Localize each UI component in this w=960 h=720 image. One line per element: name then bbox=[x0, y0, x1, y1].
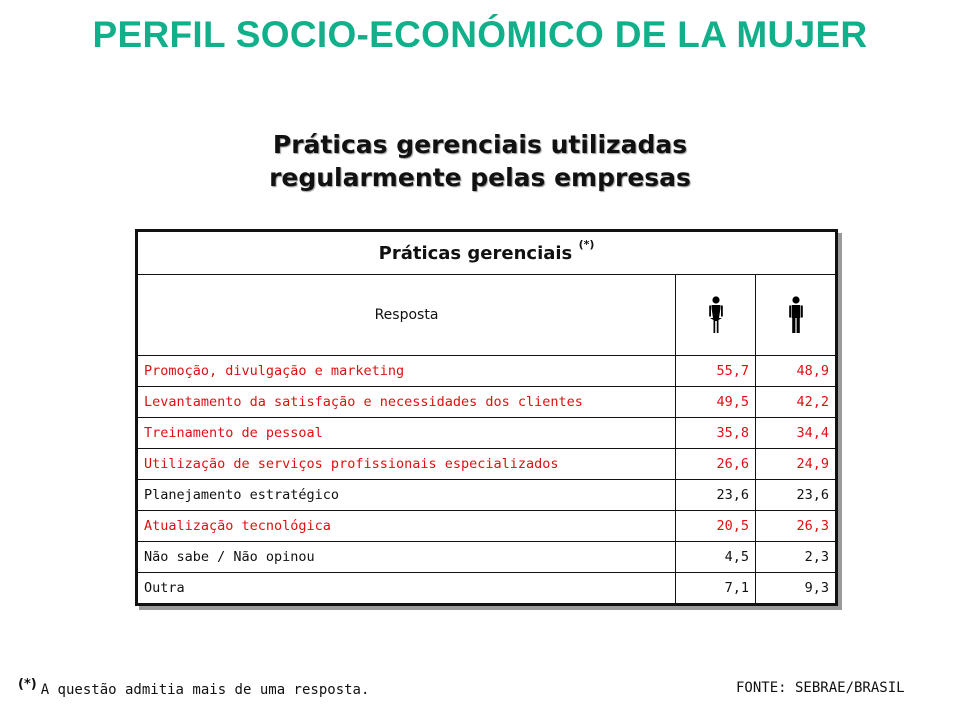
row-label: Promoção, divulgação e marketing bbox=[136, 355, 676, 387]
women-value: 26,6 bbox=[675, 448, 756, 480]
table-row: Outra 7,1 9,3 bbox=[136, 572, 837, 605]
footnote: (*) A questão admitia mais de uma respost… bbox=[18, 677, 370, 698]
table-row: Planejamento estratégico 23,6 23,6 bbox=[136, 479, 837, 511]
subtitle-line-1: Práticas gerenciais utilizadas bbox=[272, 130, 688, 159]
men-column-header bbox=[755, 274, 837, 356]
women-column-header bbox=[675, 274, 756, 356]
man-icon bbox=[788, 296, 803, 333]
men-value: 34,4 bbox=[755, 417, 837, 449]
table-caption-text: Práticas gerenciais bbox=[378, 243, 573, 264]
response-label: Resposta bbox=[136, 274, 676, 356]
row-label: Treinamento de pessoal bbox=[136, 417, 676, 449]
practices-table: Práticas gerenciais (*) Resposta Pro bbox=[135, 229, 838, 606]
women-value: 7,1 bbox=[675, 572, 756, 605]
subtitle: Práticas gerenciais utilizadas regularme… bbox=[0, 128, 960, 194]
men-value: 26,3 bbox=[755, 510, 837, 542]
table-body: Promoção, divulgação e marketing 55,7 48,9… bbox=[136, 355, 837, 605]
men-value: 42,2 bbox=[755, 386, 837, 418]
response-row: Resposta bbox=[136, 274, 837, 356]
table-row: Utilização de serviços profissionais esp… bbox=[136, 448, 837, 480]
source-label: FONTE: SEBRAE/BRASIL bbox=[736, 680, 905, 696]
page-title: PERFIL SOCIO-ECONÓMICO DE LA MUJER bbox=[92, 14, 868, 55]
footnote-text: A questão admitia mais de uma resposta. bbox=[40, 682, 370, 698]
table-caption: Práticas gerenciais (*) bbox=[136, 230, 837, 275]
table-caption-mark: (*) bbox=[578, 238, 595, 251]
men-value: 23,6 bbox=[755, 479, 837, 511]
women-value: 20,5 bbox=[675, 510, 756, 542]
women-value: 23,6 bbox=[675, 479, 756, 511]
men-value: 24,9 bbox=[755, 448, 837, 480]
subtitle-line-2: regularmente pelas empresas bbox=[269, 163, 691, 192]
women-value: 4,5 bbox=[675, 541, 756, 573]
women-value: 35,8 bbox=[675, 417, 756, 449]
women-value: 55,7 bbox=[675, 355, 756, 387]
men-value: 2,3 bbox=[755, 541, 837, 573]
table-row: Levantamento da satisfação e necessidade… bbox=[136, 386, 837, 418]
row-label: Outra bbox=[136, 572, 676, 605]
row-label: Planejamento estratégico bbox=[136, 479, 676, 511]
footnote-mark: (*) bbox=[18, 677, 37, 692]
row-label: Atualização tecnológica bbox=[136, 510, 676, 542]
men-value: 9,3 bbox=[755, 572, 837, 605]
table-row: Promoção, divulgação e marketing 55,7 48,9 bbox=[136, 355, 837, 387]
row-label: Utilização de serviços profissionais esp… bbox=[136, 448, 676, 480]
table-row: Atualização tecnológica 20,5 26,3 bbox=[136, 510, 837, 542]
women-value: 49,5 bbox=[675, 386, 756, 418]
table-header-row: Práticas gerenciais (*) bbox=[136, 230, 837, 275]
row-label: Não sabe / Não opinou bbox=[136, 541, 676, 573]
row-label: Levantamento da satisfação e necessidade… bbox=[136, 386, 676, 418]
men-value: 48,9 bbox=[755, 355, 837, 387]
table-row: Não sabe / Não opinou 4,5 2,3 bbox=[136, 541, 837, 573]
table-row: Treinamento de pessoal 35,8 34,4 bbox=[136, 417, 837, 449]
woman-icon bbox=[708, 296, 723, 333]
